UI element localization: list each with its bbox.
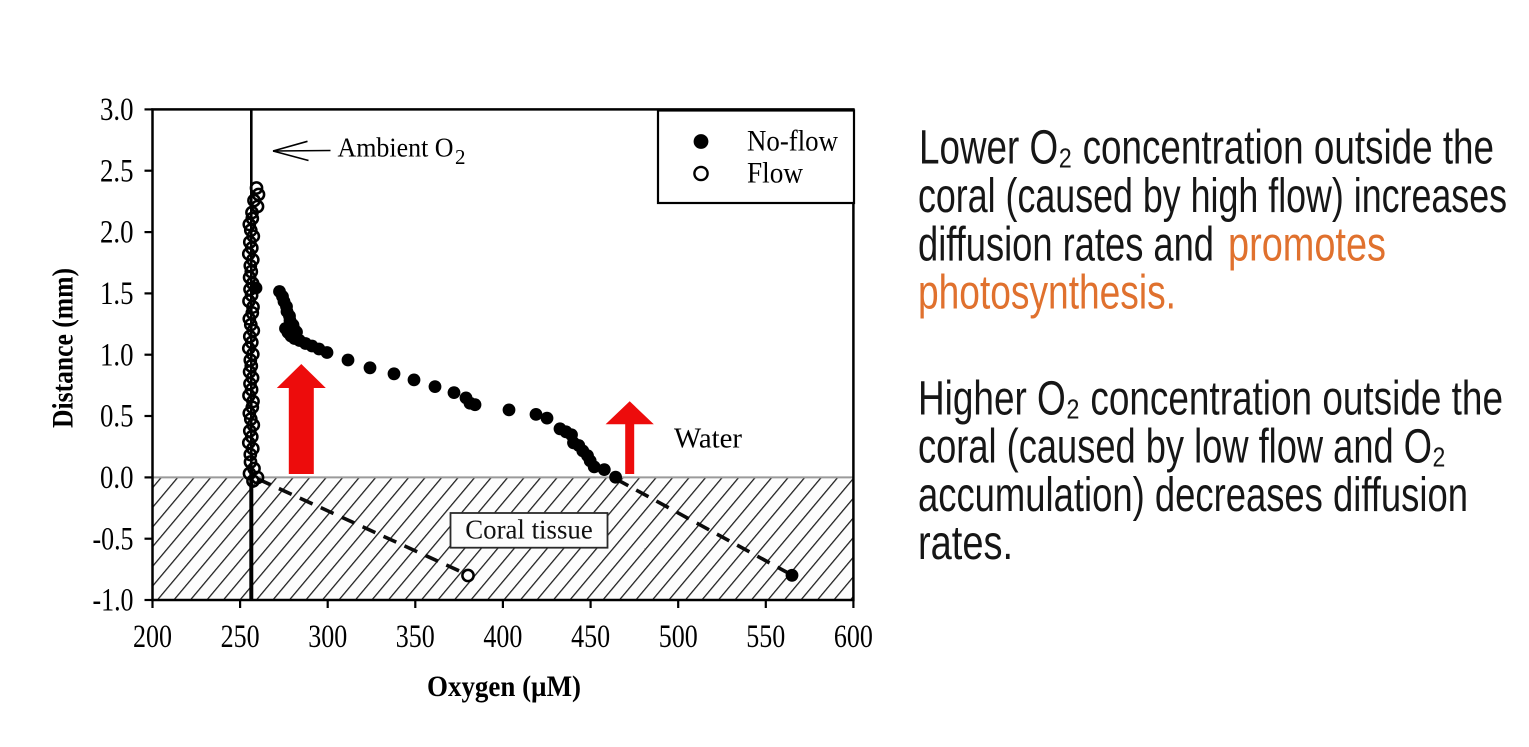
- svg-text:300: 300: [308, 619, 347, 655]
- svg-text:coral (caused by low flow and: coral (caused by low flow and O₂: [918, 421, 1446, 474]
- svg-text:-1.0: -1.0: [93, 583, 134, 619]
- svg-text:2.5: 2.5: [100, 153, 134, 189]
- svg-text:promotes: promotes: [1228, 218, 1386, 271]
- svg-text:2.0: 2.0: [100, 215, 134, 251]
- svg-text:250: 250: [221, 619, 260, 655]
- svg-text:Water: Water: [674, 424, 743, 455]
- svg-text:350: 350: [396, 619, 435, 655]
- svg-text:400: 400: [483, 619, 522, 655]
- svg-text:0.5: 0.5: [100, 399, 134, 435]
- svg-text:550: 550: [746, 619, 785, 655]
- svg-text:450: 450: [571, 619, 610, 655]
- svg-text:Ambient O: Ambient O: [338, 133, 454, 163]
- svg-text:Higher O₂ concentration outsid: Higher O₂ concentration outside the: [918, 372, 1503, 425]
- svg-text:0.0: 0.0: [100, 460, 134, 496]
- svg-text:2: 2: [455, 145, 466, 169]
- svg-text:1.0: 1.0: [100, 337, 134, 373]
- svg-text:Lower O₂ concentration outside: Lower O₂ concentration outside the: [919, 122, 1494, 175]
- svg-text:Coral tissue: Coral tissue: [465, 515, 593, 545]
- svg-text:No-flow: No-flow: [747, 124, 838, 157]
- svg-text:600: 600: [834, 619, 873, 655]
- svg-text:photosynthesis.: photosynthesis.: [918, 267, 1176, 320]
- svg-text:Oxygen (µM): Oxygen (µM): [427, 670, 581, 703]
- svg-text:accumulation) decreases diffus: accumulation) decreases diffusion: [918, 469, 1468, 522]
- svg-text:3.0: 3.0: [100, 92, 134, 128]
- svg-text:-0.5: -0.5: [93, 521, 134, 557]
- svg-text:rates.: rates.: [918, 517, 1013, 570]
- svg-text:diffusion rates and: diffusion rates and: [918, 218, 1214, 271]
- svg-text:Flow: Flow: [747, 156, 803, 189]
- svg-text:500: 500: [659, 619, 698, 655]
- svg-text:1.5: 1.5: [100, 276, 134, 312]
- svg-text:200: 200: [133, 619, 172, 655]
- svg-text:coral (caused by high flow) in: coral (caused by high flow) increases: [918, 170, 1507, 223]
- svg-text:Distance (mm): Distance (mm): [47, 268, 80, 428]
